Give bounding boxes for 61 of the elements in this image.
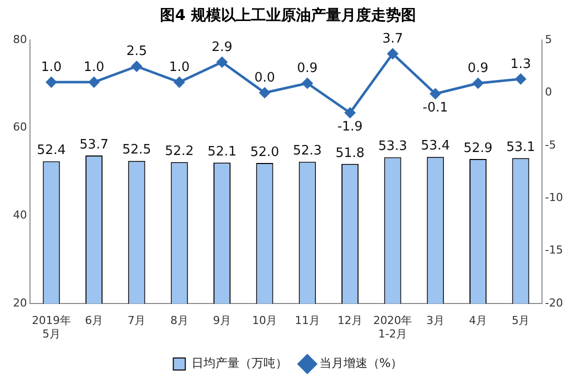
data-label: -1.9: [337, 120, 363, 135]
data-label: 52.4: [36, 143, 66, 158]
point: [515, 74, 526, 84]
x-tick-label: 5月: [512, 314, 530, 328]
data-label: 0.9: [468, 61, 488, 76]
point: [344, 108, 356, 118]
y2-tick-label: 0: [545, 86, 552, 99]
x-tick-label: 11月: [294, 314, 320, 328]
x-tick-label: 2019年 5月: [32, 314, 71, 340]
x-tick-label: 6月: [85, 314, 103, 328]
data-label: 53.3: [378, 139, 408, 154]
y-tick-label: 60: [12, 120, 27, 134]
x-tick-label: 10月: [252, 314, 278, 328]
legend-label: 日均产量（万吨）: [191, 356, 288, 370]
data-label: 52.3: [292, 144, 322, 159]
y2-tick-label: -20: [545, 296, 563, 310]
data-label: 1.3: [510, 56, 532, 72]
data-label: 0.0: [254, 70, 276, 86]
data-label: 1.0: [168, 60, 190, 76]
point: [472, 78, 484, 88]
data-label: 53.1: [506, 140, 536, 156]
data-label: 53.4: [420, 138, 450, 154]
data-label: 1.0: [40, 60, 62, 76]
y2-tick-label: -10: [545, 191, 563, 204]
data-label: 53.7: [80, 137, 108, 152]
point: [46, 76, 57, 88]
y2-tick-label: 5: [545, 32, 552, 46]
point: [302, 78, 313, 88]
data-label: 3.7: [382, 32, 404, 47]
x-tick-label: 7月: [128, 314, 146, 328]
point: [430, 88, 441, 100]
point: [216, 56, 228, 68]
y2-tick-label: -15: [545, 244, 563, 257]
point: [387, 48, 398, 59]
point: [174, 76, 185, 88]
data-label: 2.5: [126, 44, 148, 60]
x-tick-label: 2020年 1-2月: [373, 314, 412, 340]
data-label: 52.2: [164, 144, 194, 160]
chart-title: 图4 规模以上工业原油产量月度走势图: [159, 6, 417, 25]
y2-tick-label: -5: [545, 138, 556, 152]
y-tick-label: 20: [12, 296, 27, 310]
data-label: 2.9: [212, 40, 232, 56]
point: [131, 61, 142, 72]
x-tick-label: 8月: [170, 314, 188, 328]
data-label: 52.1: [208, 144, 236, 160]
point: [259, 87, 270, 98]
data-label: 0.9: [297, 61, 318, 76]
data-label: 52.5: [122, 142, 152, 158]
y-tick-label: 40: [12, 208, 27, 222]
data-label: -0.1: [422, 100, 448, 116]
data-label: 1.0: [84, 60, 104, 76]
legend-label: 当月增速（%）: [319, 356, 403, 370]
x-tick-label: 12月: [338, 314, 363, 328]
point: [88, 76, 100, 88]
x-tick-label: 9月: [213, 314, 232, 328]
data-label: 51.8: [336, 146, 364, 161]
data-label: 52.0: [250, 144, 280, 160]
data-label: 52.9: [464, 140, 493, 156]
x-tick-label: 3月: [426, 314, 444, 328]
x-tick-label: 4月: [469, 314, 488, 328]
y-tick-label: 80: [12, 32, 27, 46]
